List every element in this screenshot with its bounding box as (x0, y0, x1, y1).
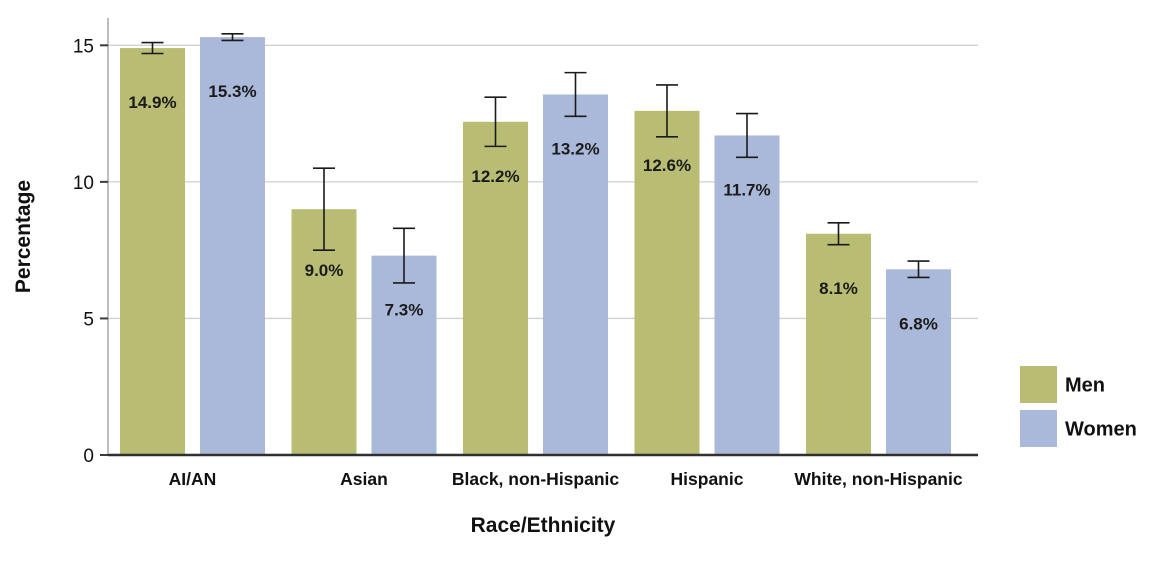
bar-men-3 (634, 110, 700, 456)
y-tick-label: 10 (73, 173, 94, 194)
y-axis-title: Percentage (12, 180, 35, 293)
bar-women-0 (200, 37, 265, 456)
bar-men-0 (120, 48, 185, 455)
bar-men-4 (806, 233, 871, 455)
legend-swatch-men (1020, 366, 1057, 403)
bar-value-label: 13.2% (551, 139, 599, 158)
x-category-label: AI/AN (169, 469, 217, 489)
x-category-label: Asian (340, 469, 388, 489)
x-axis-title: Race/Ethnicity (471, 514, 616, 537)
bar-women-3 (714, 135, 780, 455)
bar-value-label: 12.6% (643, 156, 691, 175)
bar-value-label: 14.9% (128, 93, 176, 112)
bar-value-label: 8.1% (819, 279, 858, 298)
legend-label-women: Women (1065, 419, 1137, 441)
bar-women-2 (543, 94, 608, 455)
legend-swatch-women (1020, 410, 1057, 447)
y-tick-label: 0 (83, 446, 94, 467)
bar-value-label: 15.3% (208, 82, 256, 101)
bar-value-label: 9.0% (305, 261, 344, 280)
bar-value-label: 6.8% (899, 314, 938, 333)
bar-women-1 (371, 255, 437, 455)
y-tick-label: 5 (83, 309, 94, 330)
y-tick-label: 15 (73, 36, 94, 57)
bar-women-4 (886, 269, 951, 455)
x-category-label: Hispanic (671, 469, 744, 489)
legend-label-men: Men (1065, 375, 1105, 397)
bar-value-label: 11.7% (723, 180, 770, 199)
x-category-label: White, non-Hispanic (794, 469, 962, 489)
bar-value-label: 7.3% (385, 301, 424, 320)
x-category-label: Black, non-Hispanic (452, 469, 620, 489)
bar-value-label: 12.2% (471, 167, 519, 186)
bar-men-2 (463, 121, 528, 455)
